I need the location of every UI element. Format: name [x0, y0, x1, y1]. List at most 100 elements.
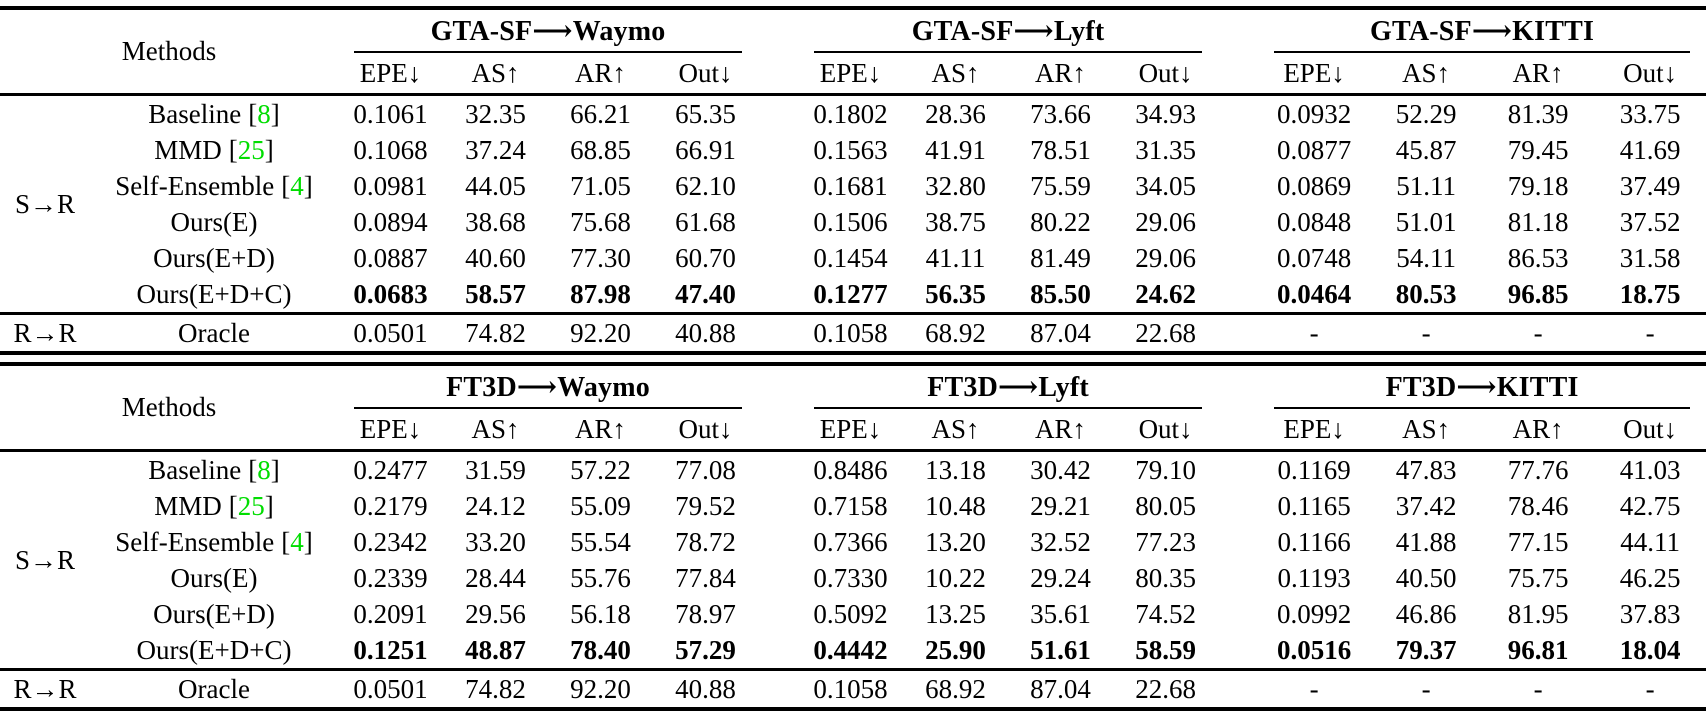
metric-value-cell: 0.4442	[813, 634, 888, 665]
metric-value-cell: 0.0887	[353, 242, 428, 273]
metric-value-cell: 0.0501	[338, 668, 443, 709]
metric-value-cell: 24.62	[1135, 278, 1196, 309]
metric-value-cell: 65.35	[675, 98, 736, 129]
metric-value-cell: 56.35	[925, 278, 986, 309]
metric-value-cell: 13.20	[925, 526, 986, 557]
metric-value-cell: 0.1058	[798, 668, 904, 709]
group-underline-rule: GTA-SF⟶Waymo	[354, 10, 743, 53]
metric-value-cell: 0.1454	[813, 242, 888, 273]
column-spacer	[1218, 451, 1258, 489]
metric-value-cell: 0.2342	[353, 526, 428, 557]
metric-value-cell: 13.25	[925, 598, 986, 629]
metric-value-cell: 0.0516	[1276, 634, 1352, 665]
metric-value-cell: 61.68	[675, 206, 736, 237]
metric-value-cell: 0.0932	[1276, 98, 1352, 129]
metric-value-cell: 42.75	[1619, 490, 1681, 521]
oracle-rows: R→R Oracle 0.0501 74.82 92.20 40.88 0.1058 68.9…	[0, 668, 1706, 709]
metric-value-cell: 51.11	[1396, 170, 1456, 201]
metric-value-cell: 80.53	[1395, 278, 1457, 309]
metric-value-cell: 96.81	[1507, 634, 1569, 665]
method-name: Oracle	[178, 673, 250, 704]
column-spacer	[1218, 168, 1258, 204]
citation-bracket: ]	[264, 490, 274, 521]
metric-value-cell: 34.93	[1135, 98, 1196, 129]
metric-value-cell: 44.11	[1620, 526, 1680, 557]
citation-number: 4	[290, 526, 304, 557]
table-row: Ours(E+D) 0.0887 40.60 77.30 60.70 0.1454 41.1…	[0, 240, 1706, 276]
column-spacer	[758, 668, 799, 709]
metric-value-cell: 0.1251	[353, 634, 428, 665]
metric-value-cell: 37.42	[1395, 490, 1457, 521]
method-name: Ours(E+D)	[153, 242, 275, 273]
metric-column-header: EPE↓	[359, 57, 422, 88]
metric-value-cell: 62.10	[675, 170, 736, 201]
metric-value-cell: 32.35	[465, 98, 526, 129]
metric-column-header: EPE↓	[359, 413, 422, 444]
metric-value-cell: 54.11	[1396, 242, 1456, 273]
metric-value-cell: 0.0464	[1276, 278, 1352, 309]
method-cell: Oracle	[90, 668, 338, 709]
citation-bracket: [	[248, 454, 258, 485]
metric-value-cell: 0.7158	[813, 490, 888, 521]
metric-value-cell: 68.85	[570, 134, 631, 165]
metric-value-cell: 0.0501	[338, 312, 443, 353]
table-row: Ours(E+D+C) 0.0683 58.57 87.98 47.40 0.1277 56…	[0, 276, 1706, 314]
metric-value-cell: 29.21	[1030, 490, 1091, 521]
metric-column-header: EPE↓	[819, 57, 882, 88]
metric-column-header: Out↓	[1138, 57, 1193, 88]
column-spacer	[758, 95, 798, 133]
metric-value-cell: -	[1482, 312, 1595, 353]
metric-column-header: EPE↓	[1283, 413, 1345, 444]
metric-value-cell: 10.48	[925, 490, 986, 521]
metric-value-cell: 78.72	[675, 526, 736, 557]
metric-value-cell: 0.8486	[813, 454, 888, 485]
table-row: MMD [25] 0.1068 37.24 68.85 66.91 0.1563 41.91 7…	[0, 132, 1706, 168]
metric-column-header: AS↑	[1402, 413, 1451, 444]
group-underline-rule: FT3D⟶KITTI	[1274, 366, 1691, 409]
method-cell: Ours(E+D)	[90, 596, 338, 632]
metric-value-cell: 44.05	[465, 170, 526, 201]
metric-value-cell: 0.1193	[1277, 562, 1351, 593]
column-spacer	[758, 364, 798, 451]
column-spacer	[758, 168, 798, 204]
metric-value-cell: 29.06	[1135, 242, 1196, 273]
column-spacer	[758, 560, 798, 596]
table-row: S→R Baseline [8] 0.2477 31.59 57.22 77.08 0.848…	[0, 451, 1706, 575]
column-spacer	[758, 276, 798, 314]
metric-value-cell: 0.1802	[813, 98, 888, 129]
method-name: Oracle	[178, 317, 250, 348]
citation-number: 8	[257, 98, 271, 129]
metric-value-cell: 79.37	[1395, 634, 1457, 665]
citation-number: 25	[237, 490, 265, 521]
metric-value-cell: 75.59	[1030, 170, 1091, 201]
metric-value-cell: 73.66	[1030, 98, 1091, 129]
metric-value-cell: 29.56	[465, 598, 526, 629]
metric-value-cell: 29.06	[1135, 206, 1196, 237]
metric-value-cell: 0.1058	[798, 312, 904, 353]
metric-value-cell: 18.04	[1619, 634, 1681, 665]
method-cell: Self-Ensemble [4]	[90, 168, 338, 204]
metric-value-cell: 0.5092	[813, 598, 888, 629]
group-header: FT3D⟶Waymo	[338, 364, 758, 409]
metric-value-cell: 75.75	[1507, 562, 1569, 593]
table-row: Ours(E+D) 0.2091 29.56 56.18 78.97 0.5092 13.2…	[0, 596, 1706, 632]
column-spacer	[1218, 596, 1258, 632]
metric-value-cell: 85.50	[1030, 278, 1091, 309]
metric-value-cell: 0.0877	[1276, 134, 1352, 165]
setting-label: S→R	[14, 544, 76, 575]
metric-value-cell: 22.68	[1113, 312, 1219, 353]
metric-value-cell: 86.53	[1507, 242, 1569, 273]
group-title: FT3D⟶KITTI	[1385, 372, 1579, 403]
column-spacer	[758, 132, 798, 168]
metric-value-cell: 87.04	[1008, 312, 1114, 353]
citation-number: 4	[290, 170, 304, 201]
table-row: R→R Oracle 0.0501 74.82 92.20 40.88 0.1058 68.9…	[0, 668, 1706, 709]
metric-value-cell: 77.76	[1507, 454, 1569, 485]
column-spacer	[1218, 488, 1258, 524]
metric-value-cell: 46.86	[1395, 598, 1457, 629]
metric-value-cell: 77.23	[1135, 526, 1196, 557]
metric-column-header: Out↓	[678, 57, 733, 88]
metric-value-cell: 38.75	[925, 206, 986, 237]
method-name: Self-Ensemble	[115, 526, 275, 557]
method-cell: MMD [25]	[90, 132, 338, 168]
